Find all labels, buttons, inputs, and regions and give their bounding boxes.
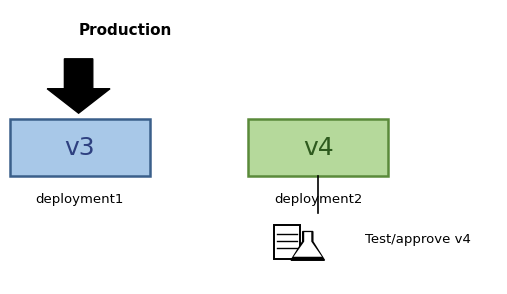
Text: v4: v4 (303, 136, 334, 160)
Polygon shape (291, 232, 324, 260)
FancyBboxPatch shape (10, 119, 150, 176)
Text: v3: v3 (64, 136, 95, 160)
Text: Production: Production (79, 23, 172, 39)
Polygon shape (294, 232, 322, 257)
Text: Test/approve v4: Test/approve v4 (365, 233, 471, 246)
FancyBboxPatch shape (274, 225, 300, 259)
Text: deployment2: deployment2 (274, 193, 363, 206)
Polygon shape (47, 59, 110, 113)
Text: deployment1: deployment1 (35, 193, 124, 206)
FancyBboxPatch shape (248, 119, 388, 176)
